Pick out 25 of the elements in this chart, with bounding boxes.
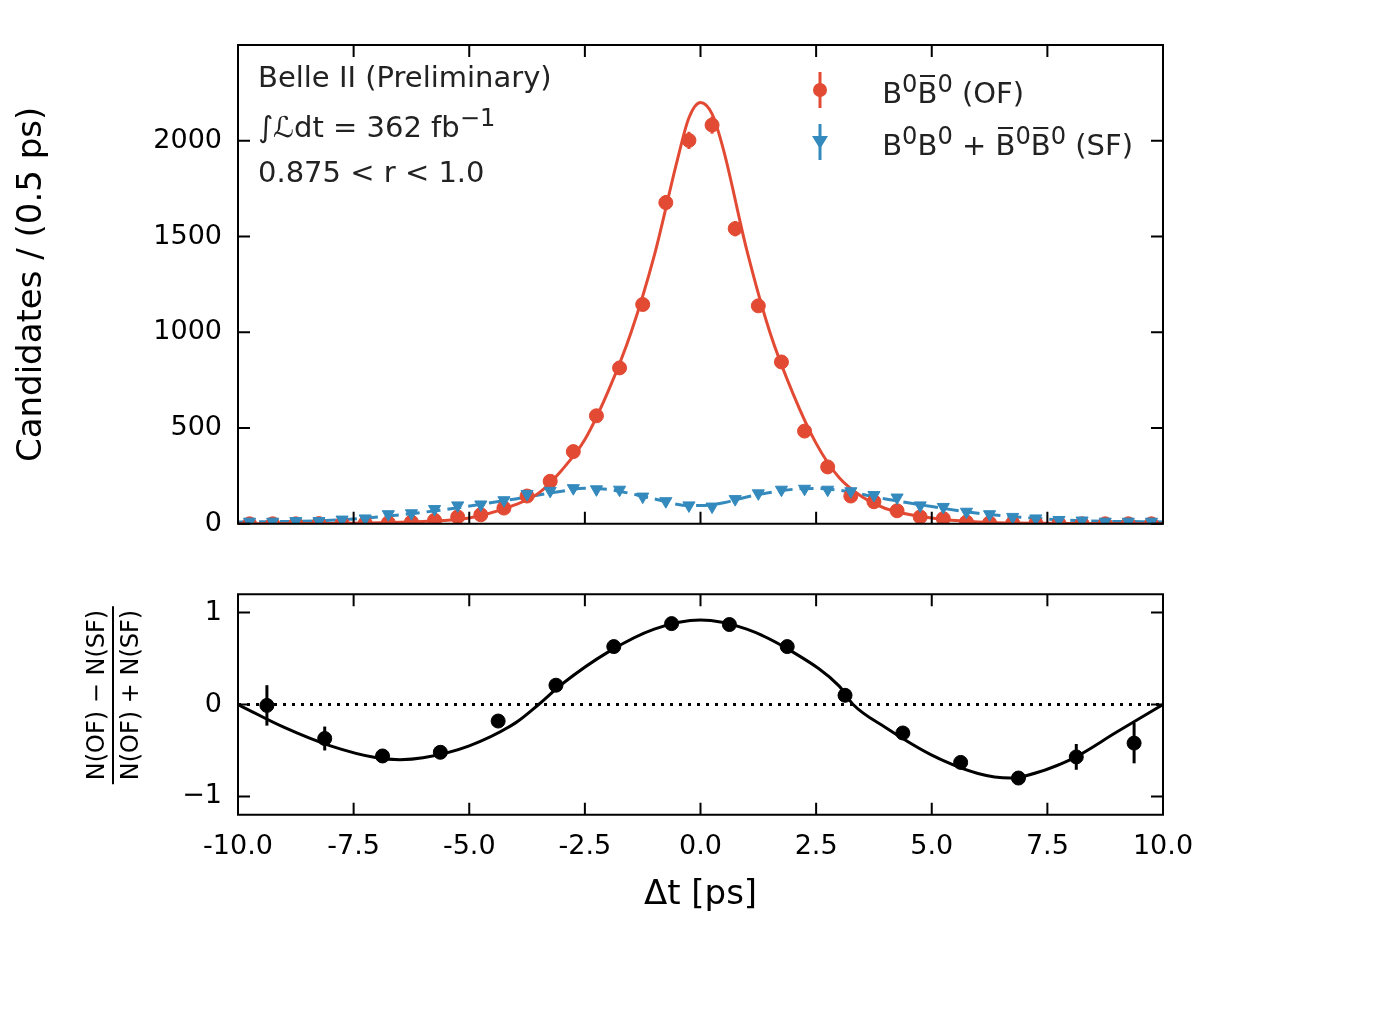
x-tick-label: 2.5 — [794, 829, 838, 861]
annotation: ∫ℒdt = 362 fb$^{−1}$ — [258, 102, 497, 146]
y-tick-label: 1 — [204, 594, 222, 626]
x-tick-label: -7.5 — [327, 829, 380, 861]
x-tick-label: 0.0 — [679, 829, 722, 861]
y-tick-label: 2000 — [153, 122, 222, 154]
y-tick-label: 1500 — [153, 218, 222, 250]
x-tick-label: 7.5 — [1025, 829, 1069, 861]
y-axis-title: N(OF) − N(SF) N(OF) + N(SF) — [82, 608, 144, 783]
y-tick-label: −1 — [182, 778, 222, 810]
x-tick-label: 5.0 — [910, 829, 954, 861]
legend-label: B$^{0}$B̅$^{0}$ (OF) — [882, 70, 1025, 110]
y-tick-label: 0 — [204, 505, 222, 537]
annotation: Belle II (Preliminary) — [258, 59, 552, 96]
x-tick-label: -5.0 — [442, 829, 496, 861]
x-tick-label: -10.0 — [203, 829, 273, 861]
x-tick-label: 10.0 — [1132, 829, 1194, 861]
x-tick-label: -2.5 — [558, 829, 612, 861]
y-tick-label: 1000 — [153, 314, 222, 346]
y-tick-label: 0 — [204, 686, 222, 718]
text: B$^{0}$B$^{0}$ + B̅$^{0}$B̅$^{0}$ (SF) — [882, 122, 1133, 162]
annotation: 0.875 < r < 1.0 — [258, 153, 486, 191]
y-tick-label: 500 — [170, 410, 222, 442]
x-axis-title: Δt [ps] — [643, 872, 758, 913]
y-axis-title: Candidates / (0.5 ps) — [9, 106, 50, 463]
